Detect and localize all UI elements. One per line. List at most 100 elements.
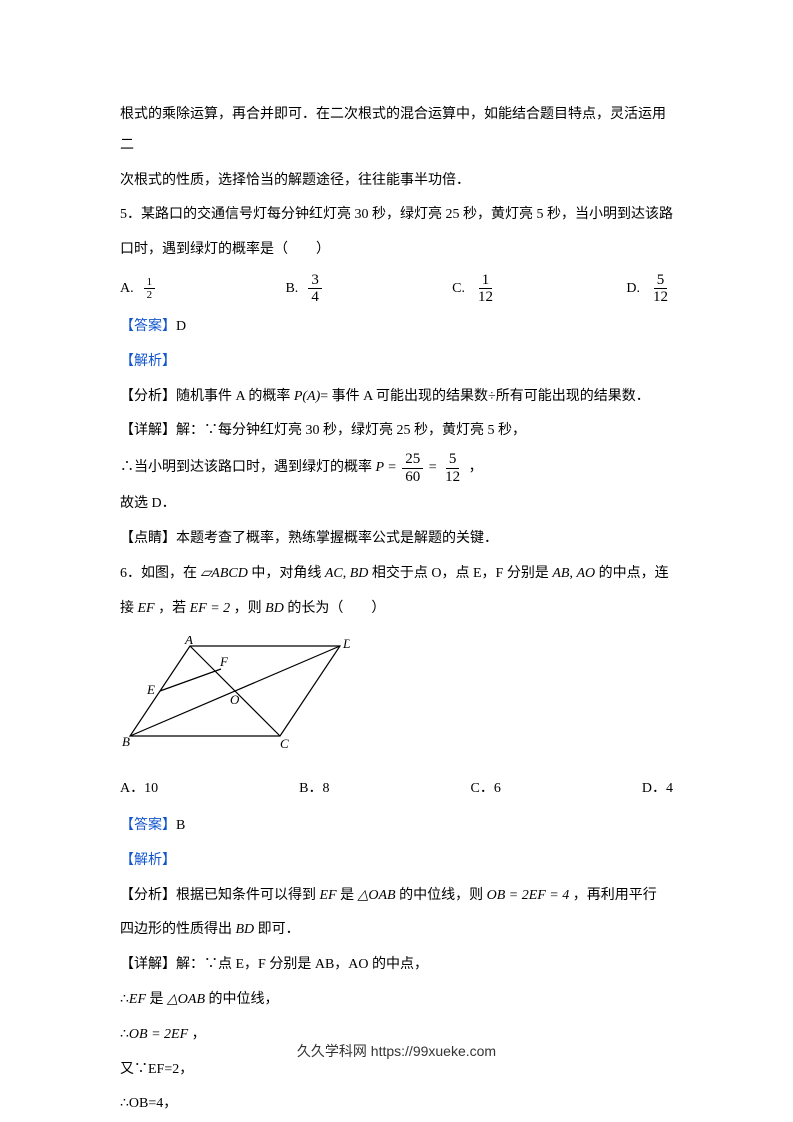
text: 相交于点 O，点 E，F 分别是 xyxy=(368,566,552,581)
dianjing-label: 【点睛】 xyxy=(120,531,176,546)
q6-option-d: D．4 xyxy=(642,774,673,805)
text: 四边形的性质得出 xyxy=(120,922,236,937)
text: ，再利用平行 xyxy=(569,888,657,903)
q5-dianjing: 【点睛】本题考查了概率，熟练掌握概率公式是解题的关键． xyxy=(120,524,673,555)
formula: BD xyxy=(236,922,255,937)
denominator: 2 xyxy=(144,289,156,301)
formula: △OAB xyxy=(358,888,396,903)
text: ， xyxy=(469,460,483,475)
q6-options: A．10 B．8 C．6 D．4 xyxy=(120,774,673,805)
answer-value: D xyxy=(176,319,186,334)
q5-stem-2: 口时，遇到绿灯的概率是（ ） xyxy=(120,235,673,266)
q6-stem-1: 6．如图，在 ▱ABCD 中，对角线 AC, BD 相交于点 O，点 E，F 分… xyxy=(120,559,673,590)
formula: EF xyxy=(320,888,337,903)
page-footer: 久久学科网 https://99xueke.com xyxy=(0,1036,793,1067)
q6-option-c: C．6 xyxy=(471,774,501,805)
text: 的中点，连 xyxy=(595,566,669,581)
text: 6．如图，在 xyxy=(120,566,201,581)
fenxi-label: 【分析】 xyxy=(120,888,176,903)
formula: △OAB xyxy=(167,992,205,1007)
q5-option-a: A. 1 2 xyxy=(120,272,157,306)
option-label: C. xyxy=(452,274,465,305)
fraction: 1 2 xyxy=(144,276,156,301)
text: 即可． xyxy=(254,922,300,937)
label-d: D xyxy=(342,636,350,651)
formula: BD xyxy=(265,601,284,616)
formula: ▱ABCD xyxy=(201,566,248,581)
q6-stem-2: 接 EF ，若 EF = 2 ，则 BD 的长为（ ） xyxy=(120,594,673,625)
text: 解：∵点 E，F 分别是 AB，AO 的中点， xyxy=(176,957,428,972)
text: 的中位线，则 xyxy=(396,888,487,903)
denominator: 60 xyxy=(402,469,423,486)
text: 接 xyxy=(120,601,138,616)
fraction: 25 60 xyxy=(402,451,423,485)
detail-label: 【详解】 xyxy=(120,423,176,438)
formula: EF xyxy=(138,601,155,616)
text: = 事件 A 可能出现的结果数÷所有可能出现的结果数． xyxy=(320,389,649,404)
formula: P = xyxy=(376,460,401,475)
label-a: A xyxy=(184,636,193,647)
q6-detail-2: ∴EF 是 △OAB 的中位线， xyxy=(120,985,673,1016)
q5-answer: 【答案】D xyxy=(120,312,673,343)
numerator: 1 xyxy=(479,272,493,290)
text: , xyxy=(343,566,350,581)
text: 是 xyxy=(337,888,358,903)
parallelogram-figure: A D B C E F O xyxy=(120,636,350,751)
denominator: 4 xyxy=(308,289,322,306)
text: 是 xyxy=(146,992,167,1007)
q6-analysis-label: 【解析】 xyxy=(120,846,673,877)
denominator: 12 xyxy=(475,289,496,306)
answer-value: B xyxy=(176,818,185,833)
q6-detail-1: 【详解】解：∵点 E，F 分别是 AB，AO 的中点， xyxy=(120,950,673,981)
denominator: 12 xyxy=(650,289,671,306)
label-e: E xyxy=(146,682,155,697)
fenxi-label: 【分析】 xyxy=(120,389,176,404)
numerator: 5 xyxy=(446,451,460,469)
q6-detail-5: ∴OB=4， xyxy=(120,1089,673,1120)
q5-stem-1: 5．某路口的交通信号灯每分钟红灯亮 30 秒，绿灯亮 25 秒，黄灯亮 5 秒，… xyxy=(120,200,673,231)
formula: BD xyxy=(350,566,369,581)
numerator: 3 xyxy=(308,272,322,290)
q6-option-b: B．8 xyxy=(299,774,329,805)
formula: AC xyxy=(325,566,343,581)
answer-label: 【答案】 xyxy=(120,818,176,833)
q5-option-b: B. 3 4 xyxy=(285,272,323,306)
intro-line-2: 次根式的性质，选择恰当的解题途径，往往能事半功倍． xyxy=(120,166,673,197)
formula: AO xyxy=(576,566,595,581)
intro-line-1: 根式的乘除运算，再合并即可．在二次根式的混合运算中，如能结合题目特点，灵活运用二 xyxy=(120,100,673,162)
formula: AB xyxy=(552,566,569,581)
text: 解：∵每分钟红灯亮 30 秒，绿灯亮 25 秒，黄灯亮 5 秒， xyxy=(176,423,526,438)
denominator: 12 xyxy=(442,469,463,486)
q5-detail-1: 【详解】解：∵每分钟红灯亮 30 秒，绿灯亮 25 秒，黄灯亮 5 秒， xyxy=(120,416,673,447)
text: 的中位线， xyxy=(205,992,279,1007)
answer-label: 【答案】 xyxy=(120,319,176,334)
q5-fenxi: 【分析】随机事件 A 的概率 P(A)= 事件 A 可能出现的结果数÷所有可能出… xyxy=(120,382,673,413)
q6-fenxi-1: 【分析】根据已知条件可以得到 EF 是 △OAB 的中位线，则 OB = 2EF… xyxy=(120,881,673,912)
q5-options: A. 1 2 B. 3 4 C. 1 12 D. 5 12 xyxy=(120,272,673,306)
option-label: D. xyxy=(626,274,640,305)
fraction: 3 4 xyxy=(308,272,322,306)
q5-option-d: D. 5 12 xyxy=(626,272,673,306)
q5-detail-2: ∴当小明到达该路口时，遇到绿灯的概率 P = 25 60 = 5 12 ， xyxy=(120,451,673,485)
equals: = xyxy=(429,460,440,475)
q6-option-a: A．10 xyxy=(120,774,158,805)
q6-answer: 【答案】B xyxy=(120,811,673,842)
numerator: 5 xyxy=(654,272,668,290)
formula: P(A) xyxy=(294,389,320,404)
detail-label: 【详解】 xyxy=(120,957,176,972)
text: 根据已知条件可以得到 xyxy=(176,888,320,903)
label-o: O xyxy=(230,692,240,707)
q5-option-c: C. 1 12 xyxy=(452,272,498,306)
label-c: C xyxy=(280,736,289,751)
text: ∴ xyxy=(120,992,129,1007)
text: 本题考查了概率，熟练掌握概率公式是解题的关键． xyxy=(176,531,498,546)
label-f: F xyxy=(219,654,229,669)
formula: OB = 2EF = 4 xyxy=(487,888,570,903)
text: ∴当小明到达该路口时，遇到绿灯的概率 xyxy=(120,460,376,475)
segment-ef xyxy=(160,669,221,691)
label-b: B xyxy=(122,734,130,749)
fraction: 5 12 xyxy=(442,451,463,485)
text: ，则 xyxy=(230,601,265,616)
fraction: 5 12 xyxy=(650,272,671,306)
q5-analysis-label: 【解析】 xyxy=(120,347,673,378)
